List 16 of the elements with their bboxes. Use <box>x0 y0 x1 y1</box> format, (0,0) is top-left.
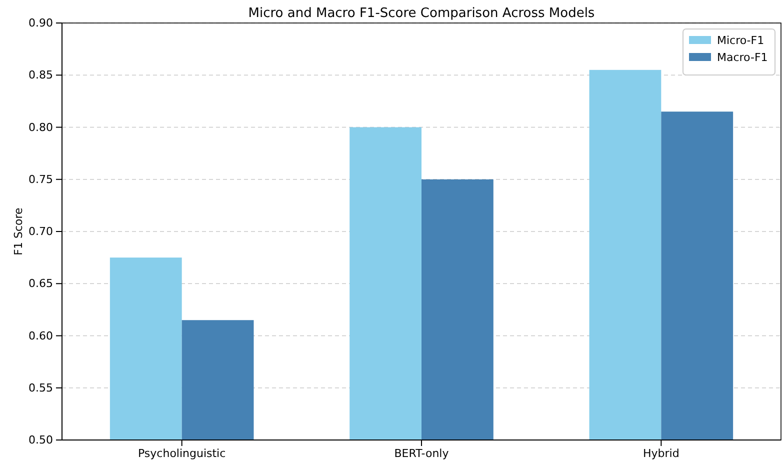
y-tick-label: 0.50 <box>28 434 53 447</box>
chart-title: Micro and Macro F1-Score Comparison Across Models <box>248 6 595 21</box>
x-tick-label: BERT-only <box>394 446 450 460</box>
y-tick-label: 0.65 <box>28 277 53 290</box>
y-tick-label: 0.70 <box>28 225 53 238</box>
legend-label: Macro-F1 <box>717 51 768 64</box>
y-tick-label: 0.90 <box>28 16 53 30</box>
y-tick-label: 0.75 <box>28 172 53 186</box>
x-tick-label: Psycholinguistic <box>138 446 226 460</box>
y-tick-label: 0.55 <box>28 381 53 394</box>
y-axis-title: F1 Score <box>12 207 25 256</box>
y-tick-label: 0.85 <box>28 68 53 82</box>
x-tick-label: Hybrid <box>643 446 680 460</box>
y-tick-label: 0.60 <box>28 329 53 342</box>
legend-label: Micro-F1 <box>717 34 764 47</box>
y-tick-label: 0.80 <box>28 120 53 134</box>
